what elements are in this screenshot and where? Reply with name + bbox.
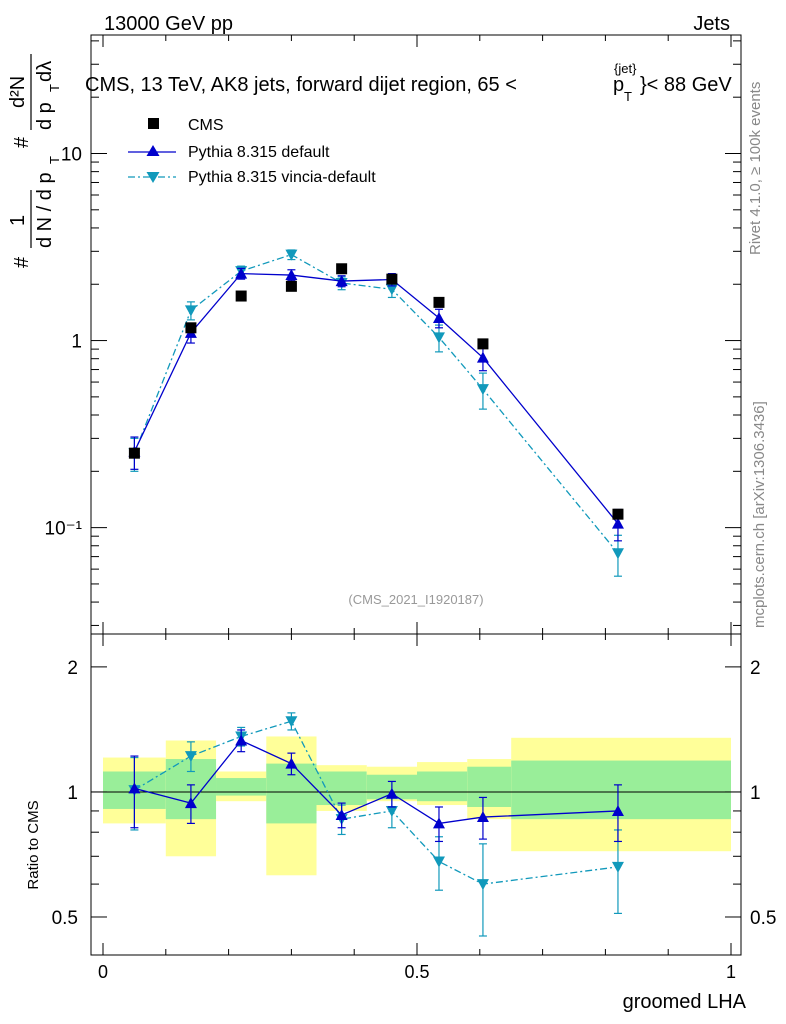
legend-default-marker [146, 145, 160, 156]
cms-point [336, 263, 348, 275]
rivet-label: Rivet 4.1.0, ≥ 100k events [747, 82, 764, 255]
ratio-y-tick-label-left: 2 [67, 658, 78, 679]
ratio-frame [90, 633, 742, 956]
vincia-point [184, 305, 197, 317]
cms-point [477, 338, 489, 350]
ratio-y-tick-label-left: 0.5 [52, 908, 78, 929]
ratio-default-point [285, 757, 298, 769]
cms-point [285, 280, 297, 292]
ratio-y-tick-label-left: 1 [67, 783, 78, 804]
cms-point [185, 322, 197, 334]
vincia-point [385, 284, 398, 296]
ratio-default-point [611, 804, 624, 816]
y-tick-label: 10⁻¹ [45, 519, 83, 540]
ratio-y-tick-label-right: 0.5 [750, 908, 776, 929]
default-point [476, 351, 489, 363]
band-inner [316, 771, 367, 806]
cms-point [433, 296, 445, 308]
band-inner [216, 778, 267, 796]
mcplots-label: mcplots.cern.ch [arXiv:1306.3436] [751, 401, 768, 628]
category-label: Jets [693, 13, 730, 35]
ratio-default-point [235, 734, 248, 746]
legend-vincia-label: Pythia 8.315 vincia-default [188, 169, 376, 186]
band-inner [511, 760, 731, 820]
ratio-default-point [335, 809, 348, 820]
title-p: p [613, 74, 624, 96]
default-point [611, 517, 624, 529]
ratio-vincia-point [184, 751, 197, 763]
vincia-point [432, 332, 445, 344]
cms-point [235, 290, 247, 302]
default-point [235, 267, 248, 279]
ratio-default-point [385, 787, 398, 799]
ylabel-d2n: d²N [7, 76, 29, 108]
marks [128, 249, 624, 937]
title-sup: {jet} [614, 61, 637, 76]
x-tick-label: 1 [726, 962, 736, 982]
plot-title: CMS, 13 TeV, AK8 jets, forward dijet reg… [85, 61, 732, 104]
x-tick-label: 0.5 [404, 962, 429, 982]
ratio-default-point [128, 782, 141, 794]
legend-cms-label: CMS [188, 117, 224, 134]
legend-vincia-marker [146, 172, 160, 183]
y-tick-label: 1 [71, 332, 82, 353]
ylabel-t1: T [47, 156, 62, 164]
ylabel-hash2: # [11, 136, 33, 148]
cms-point [128, 447, 140, 459]
default-point [335, 275, 348, 287]
ylabel-t2: T [47, 84, 62, 92]
ratio-default-point [184, 797, 197, 809]
legend-cms-marker [148, 118, 159, 129]
ylabel-one: 1 [7, 215, 29, 226]
ratio-default-point [476, 811, 489, 823]
title-suffix: }< 88 GeV [640, 74, 732, 96]
ratio-vincia-line [134, 720, 619, 885]
ratio-y-label: Ratio to CMS [25, 800, 42, 889]
x-tick-label: 0 [98, 962, 108, 982]
title-prefix: CMS, 13 TeV, AK8 jets, forward dijet reg… [85, 74, 517, 96]
vincia-point [476, 384, 489, 396]
vincia-point [285, 249, 298, 261]
ylabel-dlambda: dλ [34, 61, 56, 82]
ratio-y-tick-label-right: 1 [750, 783, 761, 804]
title-sub: T [624, 89, 632, 104]
band-inner [467, 766, 512, 807]
cms-point [386, 273, 398, 285]
series-default-line [133, 272, 619, 525]
ratio-vincia-point [611, 861, 624, 873]
default-point [285, 269, 298, 281]
ratio-vincia-point [432, 856, 445, 868]
watermark: (CMS_2021_I1920187) [348, 592, 483, 607]
ratio-vincia-point [285, 716, 298, 728]
ylabel-dpt: d p [34, 102, 56, 130]
ratio-y-tick-label-right: 2 [750, 658, 761, 679]
ratio-vincia-point [476, 879, 489, 891]
ratio-default-point [432, 817, 445, 829]
x-axis-title: groomed LHA [623, 991, 747, 1013]
ratio-bands [91, 736, 741, 876]
band-inner [417, 771, 468, 802]
energy-label: 13000 GeV pp [104, 13, 233, 35]
legend-default-label: Pythia 8.315 default [188, 144, 330, 161]
series-vincia-line [133, 253, 619, 554]
y-tick-label: 10 [61, 144, 82, 165]
vincia-point [611, 548, 624, 560]
main-y-label: # 1 d N / d p T # d²N d p T dλ [7, 54, 62, 268]
default-point [432, 312, 445, 324]
ylabel-hash1: # [11, 256, 33, 268]
legend: CMS Pythia 8.315 default Pythia 8.315 vi… [128, 117, 376, 186]
ratio-vincia-point [385, 805, 398, 817]
cms-point [612, 508, 624, 520]
ylabel-dn: d N / d p [34, 172, 56, 248]
axes: 0 0.5 1 10⁻¹ 1 10 0.5 0.5 1 1 2 2 [45, 34, 776, 982]
